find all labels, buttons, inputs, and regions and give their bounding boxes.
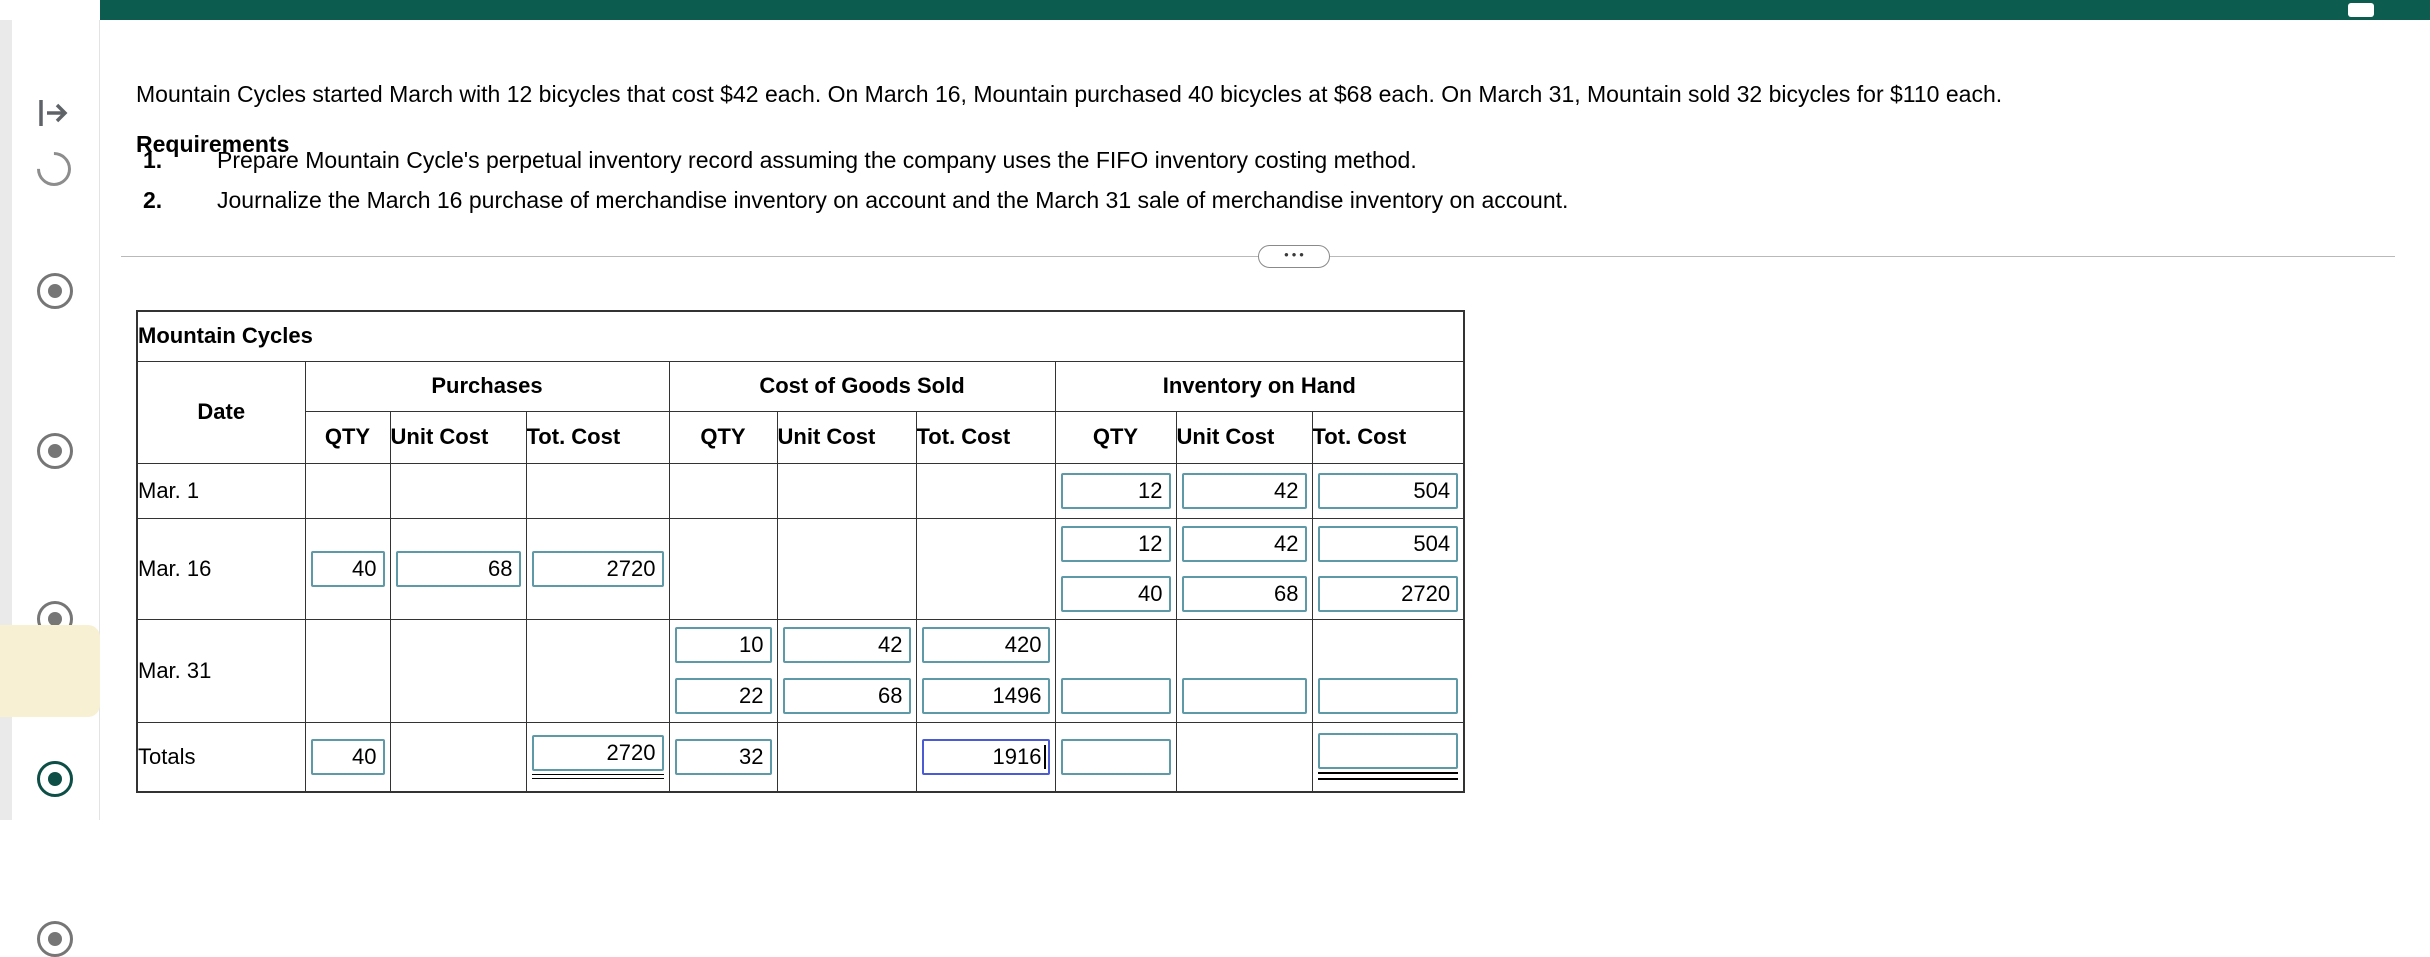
mar1-inv-qty-input[interactable]	[1060, 472, 1171, 509]
table-row-totals: Totals	[136, 721, 1465, 792]
group-header-purchases: Purchases	[304, 360, 670, 412]
requirement-2-text: Journalize the March 16 purchase of merc…	[217, 187, 1569, 213]
mar31-cogs1-tot-cost-input[interactable]	[921, 627, 1050, 663]
totals-cogs-qty-input[interactable]	[674, 738, 772, 775]
requirement-1-number: 1.	[143, 147, 163, 173]
mar16-inv2-unit-cost-input[interactable]	[1181, 575, 1307, 612]
totals-cogs-tot-cost-input[interactable]	[921, 738, 1050, 775]
question-bullet-5-icon[interactable]	[37, 921, 73, 957]
mar16-inv1-unit-cost-input[interactable]	[1181, 525, 1307, 562]
question-bullet-2-icon[interactable]	[37, 433, 73, 469]
mar1-inv-tot-cost-input[interactable]	[1317, 472, 1459, 509]
mar31-cogs2-unit-cost-input[interactable]	[782, 678, 911, 714]
active-question-highlight	[0, 625, 100, 717]
column-header-inv-unit-cost: Unit Cost	[1175, 410, 1313, 464]
mar31-inv2-unit-cost-input[interactable]	[1181, 678, 1307, 714]
expand-collapse-button[interactable]: •••	[1258, 245, 1330, 268]
group-header-inventory: Inventory on Hand	[1054, 360, 1465, 412]
column-header-cogs-qty: QTY	[668, 410, 778, 464]
mar31-cogs1-unit-cost-input[interactable]	[782, 627, 911, 663]
skip-forward-icon[interactable]	[34, 95, 72, 136]
requirement-2-number: 2.	[143, 187, 163, 213]
group-header-cogs: Cost of Goods Sold	[668, 360, 1056, 412]
mar31-inv2-qty-input[interactable]	[1060, 678, 1171, 714]
inventory-record-table: Mountain Cycles Date Purchases Cost of G…	[136, 310, 1466, 793]
table-row-mar16: Mar. 16	[136, 517, 1465, 620]
double-underline	[531, 773, 664, 779]
totals-pur-qty-input[interactable]	[310, 738, 385, 775]
column-header-inv-tot-cost: Tot. Cost	[1311, 410, 1465, 464]
column-header-cogs-tot-cost: Tot. Cost	[915, 410, 1056, 464]
mar31-cogs2-tot-cost-input[interactable]	[921, 678, 1050, 714]
double-underline-thick	[1317, 772, 1459, 780]
column-header-cogs-unit-cost: Unit Cost	[776, 410, 917, 464]
mar16-pur-tot-cost-input[interactable]	[531, 550, 664, 587]
mar16-inv1-qty-input[interactable]	[1060, 525, 1171, 562]
totals-label: Totals	[136, 721, 306, 792]
top-bar	[100, 0, 2430, 20]
text-caret	[1043, 744, 1046, 769]
skip-forward-icon-svg	[39, 100, 68, 126]
progress-ring-icon[interactable]	[29, 144, 79, 194]
date-mar31: Mar. 31	[136, 618, 306, 723]
mar1-inv-unit-cost-input[interactable]	[1181, 472, 1307, 509]
left-scrollbar[interactable]	[0, 20, 12, 820]
mar16-pur-unit-cost-input[interactable]	[395, 550, 521, 587]
requirements-heading: Requirements	[136, 131, 290, 157]
mar16-inv1-tot-cost-input[interactable]	[1317, 525, 1459, 562]
question-bullet-1-icon[interactable]	[37, 273, 73, 309]
column-header-purchases-tot-cost: Tot. Cost	[525, 410, 670, 464]
question-bullet-active-icon[interactable]	[37, 761, 73, 797]
table-row-mar31: Mar. 31	[136, 618, 1465, 723]
requirement-1: 1. Prepare Mountain Cycle's perpetual in…	[143, 147, 1417, 174]
column-header-inv-qty: QTY	[1054, 410, 1177, 464]
mar31-cogs1-qty-input[interactable]	[674, 627, 772, 663]
table-row-mar1: Mar. 1	[136, 462, 1465, 519]
mar16-inv2-tot-cost-input[interactable]	[1317, 575, 1459, 612]
requirement-2: 2. Journalize the March 16 purchase of m…	[143, 187, 1568, 214]
problem-statement: Mountain Cycles started March with 12 bi…	[136, 81, 2003, 107]
top-bar-button[interactable]	[2348, 3, 2374, 17]
table-title: Mountain Cycles	[136, 310, 1465, 362]
focused-input-wrap	[921, 738, 1050, 775]
date-mar1: Mar. 1	[136, 462, 306, 519]
column-header-purchases-qty: QTY	[304, 410, 391, 464]
mar31-cogs2-qty-input[interactable]	[674, 678, 772, 714]
totals-inv-tot-cost-input[interactable]	[1317, 733, 1459, 769]
mar16-pur-qty-input[interactable]	[310, 550, 385, 587]
mar16-inv2-qty-input[interactable]	[1060, 575, 1171, 612]
date-mar16: Mar. 16	[136, 517, 306, 620]
question-nav-sidebar	[0, 20, 100, 957]
requirement-1-text: Prepare Mountain Cycle's perpetual inven…	[217, 147, 1417, 173]
totals-inv-qty-input[interactable]	[1060, 738, 1171, 775]
column-header-purchases-unit-cost: Unit Cost	[389, 410, 527, 464]
column-header-date: Date	[136, 360, 306, 464]
mar31-inv2-tot-cost-input[interactable]	[1317, 678, 1459, 714]
totals-pur-tot-cost-input[interactable]	[531, 734, 664, 771]
